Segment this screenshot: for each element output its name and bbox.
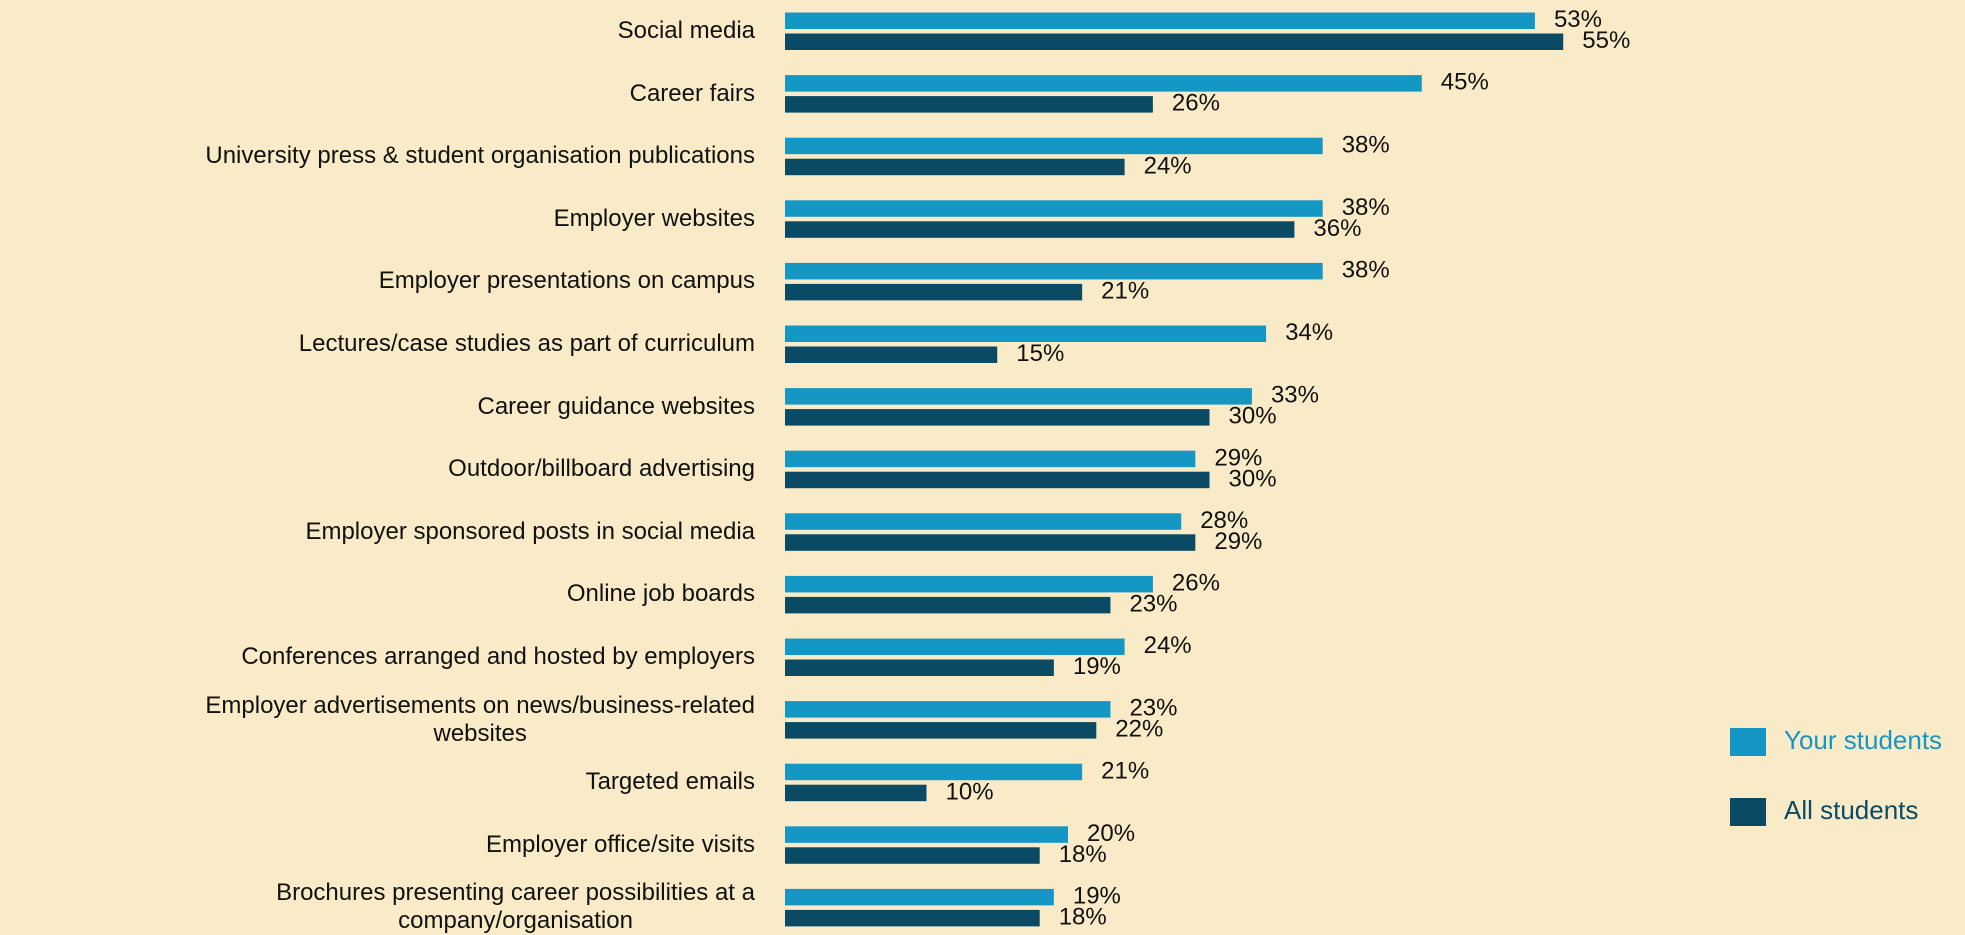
category-label: Career guidance websites (477, 392, 756, 420)
bar (785, 847, 1040, 864)
legend-label: All students (1784, 795, 1918, 825)
value-label: 18% (1059, 841, 1107, 868)
bar (785, 409, 1210, 426)
value-label: 23% (1129, 695, 1177, 722)
value-label: 53% (1554, 6, 1602, 33)
category-label: University press & student organisation … (205, 142, 755, 170)
category-label: Social media (617, 17, 755, 44)
value-label: 45% (1441, 69, 1489, 96)
value-label: 18% (1059, 903, 1107, 930)
bar (785, 722, 1097, 739)
value-label: 38% (1342, 256, 1390, 283)
bar (785, 763, 1083, 781)
value-label: 30% (1229, 403, 1277, 430)
bar (785, 826, 1068, 843)
value-label: 15% (1016, 340, 1064, 367)
value-label: 30% (1229, 465, 1277, 492)
bar (785, 534, 1196, 551)
bar (785, 388, 1252, 405)
value-label: 10% (946, 778, 994, 805)
value-label: 36% (1313, 215, 1361, 242)
value-label: 24% (1144, 152, 1192, 179)
bar (785, 701, 1111, 718)
legend-swatch (1730, 798, 1766, 826)
category-label: Employer office/site visits (486, 830, 755, 858)
value-label: 29% (1214, 528, 1262, 555)
bar (785, 909, 1040, 927)
value-label: 21% (1101, 277, 1149, 304)
bar (785, 659, 1054, 676)
bar (785, 283, 1083, 301)
value-label: 34% (1285, 319, 1333, 346)
value-label: 38% (1342, 131, 1390, 158)
bar (785, 346, 998, 363)
value-label: 24% (1144, 632, 1192, 659)
category-label: Outdoor/billboard advertising (448, 455, 755, 483)
bar (785, 888, 1054, 906)
value-label: 20% (1087, 820, 1135, 847)
value-label: 55% (1582, 27, 1630, 54)
value-label: 33% (1271, 382, 1319, 409)
bar (785, 33, 1564, 50)
category-label: Online job boards (566, 580, 755, 608)
value-label: 22% (1115, 716, 1163, 743)
value-label: 26% (1172, 569, 1220, 596)
value-label: 38% (1342, 194, 1390, 221)
category-label: Conferences arranged and hosted by emplo… (241, 643, 755, 670)
legend-label: Your students (1784, 725, 1942, 755)
category-label: Employer presentations on campus (378, 267, 755, 295)
value-label: 29% (1214, 444, 1262, 471)
bar (785, 221, 1295, 238)
bar (785, 262, 1323, 280)
category-label: Career fairs (629, 79, 755, 107)
value-label: 26% (1172, 90, 1220, 117)
bar (785, 325, 1267, 342)
bar (785, 75, 1422, 92)
bar (785, 200, 1323, 217)
bar (785, 596, 1111, 614)
bar (785, 471, 1210, 489)
bar (785, 12, 1535, 29)
category-label: Lectures/case studies as part of curricu… (298, 330, 755, 357)
category-label: Employer sponsored posts in social media (305, 517, 755, 545)
category-label: Brochures presenting career possibilitie… (276, 879, 755, 935)
bar (785, 450, 1196, 468)
bar (785, 158, 1125, 176)
category-label: Targeted emails (585, 768, 755, 796)
value-label: 19% (1073, 653, 1121, 680)
bar (785, 784, 927, 802)
bar (785, 96, 1153, 113)
bar (785, 137, 1323, 155)
bar (785, 638, 1125, 655)
value-label: 21% (1101, 757, 1149, 784)
value-label: 19% (1073, 882, 1121, 909)
bar (785, 513, 1182, 530)
category-label: Employer advertisements on news/business… (205, 691, 755, 747)
value-label: 28% (1200, 507, 1248, 534)
legend-swatch (1730, 728, 1766, 756)
value-label: 23% (1129, 590, 1177, 617)
category-label: Employer websites (553, 204, 755, 232)
bar (785, 575, 1153, 593)
